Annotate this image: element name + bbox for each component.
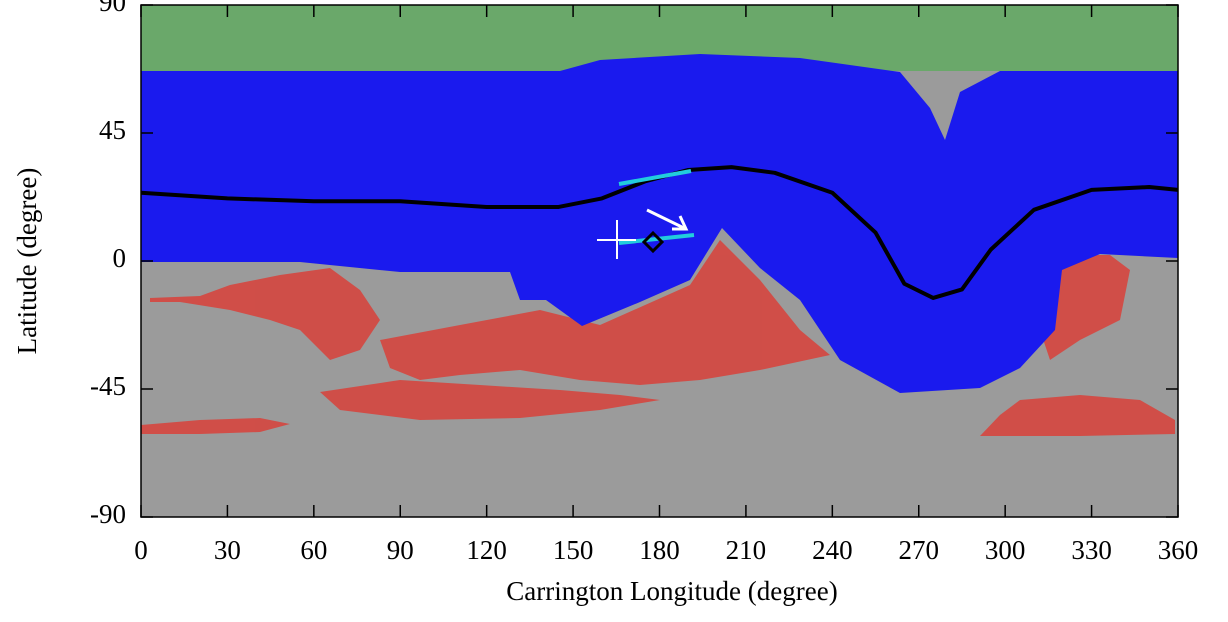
closed-field-region <box>141 54 1178 393</box>
x-tick-label: 0 <box>134 535 148 565</box>
y-tick-label: -90 <box>90 499 126 529</box>
x-tick-label: 300 <box>985 535 1026 565</box>
neutral-line <box>140 165 1179 300</box>
annotations <box>597 169 695 259</box>
arrow <box>646 208 687 231</box>
y-axis-label: Latitude (degree) <box>12 168 42 355</box>
open-field-south <box>141 240 1175 436</box>
x-tick-label: 210 <box>726 535 767 565</box>
cyan-segment <box>618 233 695 245</box>
y-tick-label: 45 <box>99 115 126 145</box>
y-tick-label: 90 <box>99 0 126 17</box>
x-tick-label: 330 <box>1071 535 1112 565</box>
marks <box>140 165 1179 300</box>
map-background <box>141 5 1178 517</box>
x-tick-label: 150 <box>553 535 594 565</box>
x-tick-label: 90 <box>387 535 414 565</box>
x-tick-label: 240 <box>812 535 853 565</box>
x-tick-label: 270 <box>899 535 940 565</box>
cyan-segment <box>618 169 692 186</box>
y-tick-label: -45 <box>90 371 126 401</box>
x-tick-label: 360 <box>1158 535 1199 565</box>
x-tick-label: 30 <box>214 535 241 565</box>
x-tick-label: 180 <box>639 535 680 565</box>
y-tick-label: 0 <box>113 243 127 273</box>
diamond-marker <box>641 230 665 254</box>
x-axis-label: Carrington Longitude (degree) <box>506 576 837 606</box>
arrow-head <box>672 215 689 231</box>
x-tick-label: 60 <box>300 535 327 565</box>
x-tick-label: 120 <box>466 535 507 565</box>
